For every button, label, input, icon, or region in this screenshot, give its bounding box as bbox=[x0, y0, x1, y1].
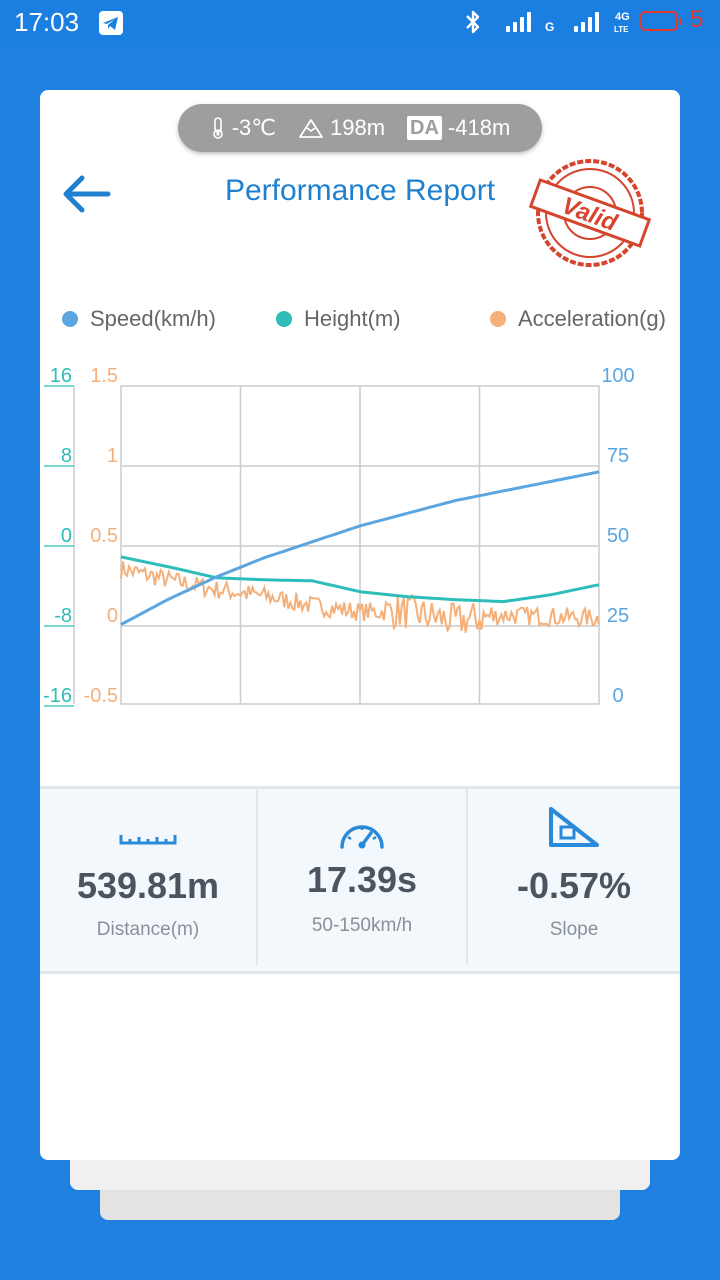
height-axis-tick: 8 bbox=[61, 445, 72, 467]
acceleration-axis-tick: 0 bbox=[107, 605, 118, 627]
series-line-speed bbox=[120, 470, 600, 626]
speedometer-icon bbox=[340, 825, 384, 849]
altitude-item: 198m bbox=[298, 115, 385, 141]
bluetooth-icon bbox=[466, 10, 480, 34]
density-altitude-badge: DA bbox=[407, 116, 442, 140]
stat-time-value: 17.39s bbox=[306, 859, 418, 900]
stat-distance: 539.81m Distance(m) bbox=[40, 789, 256, 971]
battery-level: 5 bbox=[690, 6, 704, 33]
network-type-1: G bbox=[545, 20, 555, 34]
acceleration-axis-tick: 1.5 bbox=[90, 365, 118, 387]
legend-item-acceleration: Acceleration(g) bbox=[490, 306, 666, 332]
height-axis-tick: -16 bbox=[43, 685, 72, 707]
stat-slope: -0.57% Slope bbox=[468, 789, 680, 971]
signal-icon bbox=[574, 12, 599, 32]
speed-axis-tick: 25 bbox=[607, 605, 629, 627]
speed-axis-tick: 100 bbox=[601, 365, 634, 387]
stats-panel: 539.81m Distance(m) 17.39s 50-150km/h bbox=[40, 786, 680, 974]
network-type-2-lte: LTE bbox=[614, 25, 629, 34]
series-line-height bbox=[120, 555, 600, 604]
stat-time: 17.39s 50-150km/h bbox=[258, 789, 466, 971]
temperature-value: -3℃ bbox=[231, 115, 276, 140]
speed-axis-tick: 0 bbox=[612, 685, 623, 707]
back-arrow-icon[interactable] bbox=[60, 172, 112, 216]
network-type-2: 4G bbox=[615, 11, 630, 23]
thermometer-icon bbox=[212, 117, 223, 139]
legend-item-height: Height(m) bbox=[276, 306, 401, 332]
speed-axis-tick: 75 bbox=[607, 445, 629, 467]
ruler-icon bbox=[119, 835, 177, 845]
temperature-item: -3℃ bbox=[210, 115, 276, 141]
height-axis-tick: 0 bbox=[61, 525, 72, 547]
stat-distance-label: Distance(m) bbox=[96, 919, 200, 940]
performance-chart: 16 8 0 -8 -16 1.5 1 0.5 0 -0.5 100 75 50 25 0 bbox=[43, 365, 635, 707]
altitude-value: 198m bbox=[329, 115, 386, 140]
legend-dot-height bbox=[276, 311, 292, 327]
status-bar: 17:03 G 4G LTE 5 bbox=[0, 0, 720, 46]
acceleration-axis-tick: 0.5 bbox=[90, 525, 118, 547]
legend-label-speed: Speed(km/h) bbox=[90, 306, 216, 331]
telegram-icon bbox=[99, 11, 123, 35]
legend-dot-acceleration bbox=[490, 311, 506, 327]
acceleration-axis-tick: -0.5 bbox=[84, 685, 118, 707]
density-altitude-item: DA -418m bbox=[407, 115, 510, 141]
chart-legend: Speed(km/h) Height(m) Acceleration(g) bbox=[62, 306, 680, 336]
valid-stamp: Valid bbox=[528, 159, 652, 267]
stat-time-label: 50-150km/h bbox=[311, 915, 413, 936]
stat-distance-value: 539.81m bbox=[76, 865, 220, 906]
stat-slope-label: Slope bbox=[549, 919, 599, 940]
signal-icon bbox=[506, 12, 531, 32]
mountain-icon bbox=[299, 119, 323, 138]
legend-item-speed: Speed(km/h) bbox=[62, 306, 216, 332]
status-time: 17:03 bbox=[14, 7, 80, 37]
slope-icon bbox=[549, 807, 599, 847]
battery-icon bbox=[640, 11, 682, 31]
conditions-pill: -3℃ 198m DA -418m bbox=[178, 104, 542, 152]
page-title: Performance Report bbox=[224, 174, 496, 207]
legend-dot-speed bbox=[62, 311, 78, 327]
legend-label-acceleration: Acceleration(g) bbox=[518, 306, 666, 331]
report-card: -3℃ 198m DA -418m Performance Report Val… bbox=[40, 90, 680, 1160]
density-altitude-value: -418m bbox=[447, 115, 511, 140]
series-line-acceleration bbox=[120, 561, 600, 634]
speed-axis-tick: 50 bbox=[607, 525, 629, 547]
stat-slope-value: -0.57% bbox=[516, 865, 632, 906]
legend-label-height: Height(m) bbox=[304, 306, 401, 331]
height-axis-tick: 16 bbox=[50, 365, 72, 387]
acceleration-axis-tick: 1 bbox=[107, 445, 118, 467]
height-axis-tick: -8 bbox=[54, 605, 72, 627]
